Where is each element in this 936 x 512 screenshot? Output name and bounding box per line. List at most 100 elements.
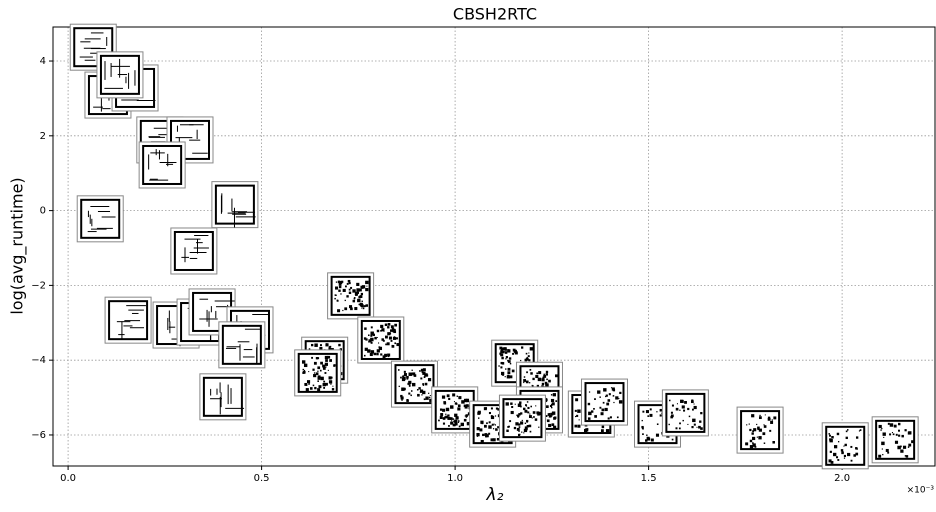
thumbnail-obstacle <box>324 383 326 385</box>
thumbnail-obstacle <box>696 427 697 428</box>
thumbnail-obstacle <box>349 289 351 291</box>
thumbnail-obstacle <box>377 330 379 332</box>
thumbnail-obstacle <box>443 423 445 425</box>
thumbnail-obstacle <box>430 395 431 396</box>
thumbnail-marker <box>662 390 708 436</box>
thumbnail-obstacle <box>529 382 530 383</box>
thumbnail-obstacle <box>337 309 340 312</box>
thumbnail-obstacle <box>517 416 519 418</box>
thumbnail-obstacle <box>574 425 577 428</box>
thumbnail-obstacle <box>482 434 484 436</box>
thumbnail-obstacle <box>417 389 419 391</box>
thumbnail-obstacle <box>354 298 355 299</box>
thumbnail-marker <box>391 361 437 407</box>
thumbnail-obstacle <box>749 429 751 431</box>
thumbnail-obstacle <box>613 389 615 391</box>
thumbnail-obstacle <box>303 371 306 374</box>
thumbnail-obstacle <box>882 448 883 449</box>
thumbnail-obstacle <box>376 353 378 355</box>
thumbnail-obstacle <box>493 428 494 429</box>
thumbnail-obstacle <box>847 429 848 430</box>
thumbnail-obstacle <box>458 404 461 407</box>
thumbnail-obstacle <box>843 446 844 447</box>
thumbnail-obstacle <box>320 370 322 372</box>
thumbnail-obstacle <box>548 380 551 383</box>
thumbnail-obstacle <box>589 391 590 392</box>
thumbnail-obstacle <box>446 408 449 411</box>
thumbnail-obstacle <box>677 403 678 404</box>
thumbnail-obstacle <box>657 423 659 425</box>
thumbnail-obstacle <box>308 383 309 384</box>
thumbnail-obstacle <box>837 459 839 461</box>
thumbnail-obstacle <box>577 425 580 428</box>
thumbnail-marker <box>212 182 258 228</box>
thumbnail-obstacle <box>500 366 502 368</box>
thumbnail-obstacle <box>579 419 580 420</box>
thumbnail-obstacle <box>529 425 532 428</box>
thumbnail-obstacle <box>510 402 512 404</box>
thumbnail-obstacle <box>898 423 900 425</box>
thumbnail-obstacle <box>619 400 622 403</box>
thumbnail-obstacle <box>336 281 337 282</box>
thumbnail-obstacle <box>694 406 697 409</box>
thumbnail-obstacle <box>338 281 341 284</box>
thumbnail-obstacle <box>365 348 368 351</box>
thumbnail-obstacle <box>844 458 845 459</box>
thumbnail-obstacle <box>773 416 776 419</box>
thumbnail-obstacle <box>420 390 423 393</box>
thumbnail-obstacle <box>356 283 359 286</box>
thumbnail-obstacle <box>859 430 860 431</box>
thumbnail-obstacle <box>314 387 316 389</box>
thumbnail-obstacle <box>516 415 517 416</box>
thumbnail-obstacle <box>546 371 548 373</box>
thumbnail-obstacle <box>349 292 351 294</box>
thumbnail-obstacle <box>481 422 483 424</box>
thumbnail-marker <box>822 423 868 469</box>
thumbnail-obstacle <box>527 411 529 413</box>
thumbnail-obstacle <box>838 441 839 442</box>
thumbnail-obstacle <box>304 383 307 386</box>
thumbnail-obstacle <box>546 373 548 375</box>
thumbnail-obstacle <box>525 428 527 430</box>
thumbnail-obstacle <box>380 353 382 355</box>
thumbnail-obstacle <box>641 426 643 428</box>
thumbnail-obstacle <box>554 417 557 420</box>
thumbnail-obstacle <box>831 436 834 439</box>
thumbnail-obstacle <box>393 337 396 340</box>
thumbnail-obstacle <box>507 371 510 374</box>
thumbnail-obstacle <box>525 359 528 362</box>
thumbnail-obstacle <box>694 420 695 421</box>
point <box>139 142 185 188</box>
thumbnail-obstacle <box>529 414 530 415</box>
thumbnail-obstacle <box>656 411 657 412</box>
thumbnail-obstacle <box>752 437 755 440</box>
thumbnail-obstacle <box>680 400 683 403</box>
thumbnail-obstacle <box>329 359 332 362</box>
thumbnail-obstacle <box>608 399 611 402</box>
thumbnail-obstacle <box>388 356 389 357</box>
thumbnail-obstacle <box>576 415 578 417</box>
thumbnail-obstacle <box>385 344 387 346</box>
thumbnail-obstacle <box>450 417 453 420</box>
thumbnail-obstacle <box>489 421 491 423</box>
thumbnail-obstacle <box>679 410 680 411</box>
thumbnail-obstacle <box>646 410 649 413</box>
thumbnail-obstacle <box>402 376 404 378</box>
thumbnail-obstacle <box>618 398 619 399</box>
thumbnail-obstacle <box>834 445 837 448</box>
thumbnail-obstacle <box>317 371 318 372</box>
thumbnail-obstacle <box>365 288 368 291</box>
thumbnail-obstacle <box>406 378 408 380</box>
thumbnail-obstacle <box>342 310 343 311</box>
thumbnail-obstacle <box>378 342 379 343</box>
thumbnail-obstacle <box>425 397 428 400</box>
thumbnail-obstacle <box>694 424 696 426</box>
thumbnail-obstacle <box>527 422 528 423</box>
thumbnail-obstacle <box>333 364 335 366</box>
thumbnail-obstacle <box>371 326 373 328</box>
thumbnail-obstacle <box>429 397 430 398</box>
thumbnail-obstacle <box>428 378 431 381</box>
thumbnail-obstacle <box>315 363 316 364</box>
thumbnail-obstacle <box>481 440 484 443</box>
thumbnail-obstacle <box>505 376 506 377</box>
